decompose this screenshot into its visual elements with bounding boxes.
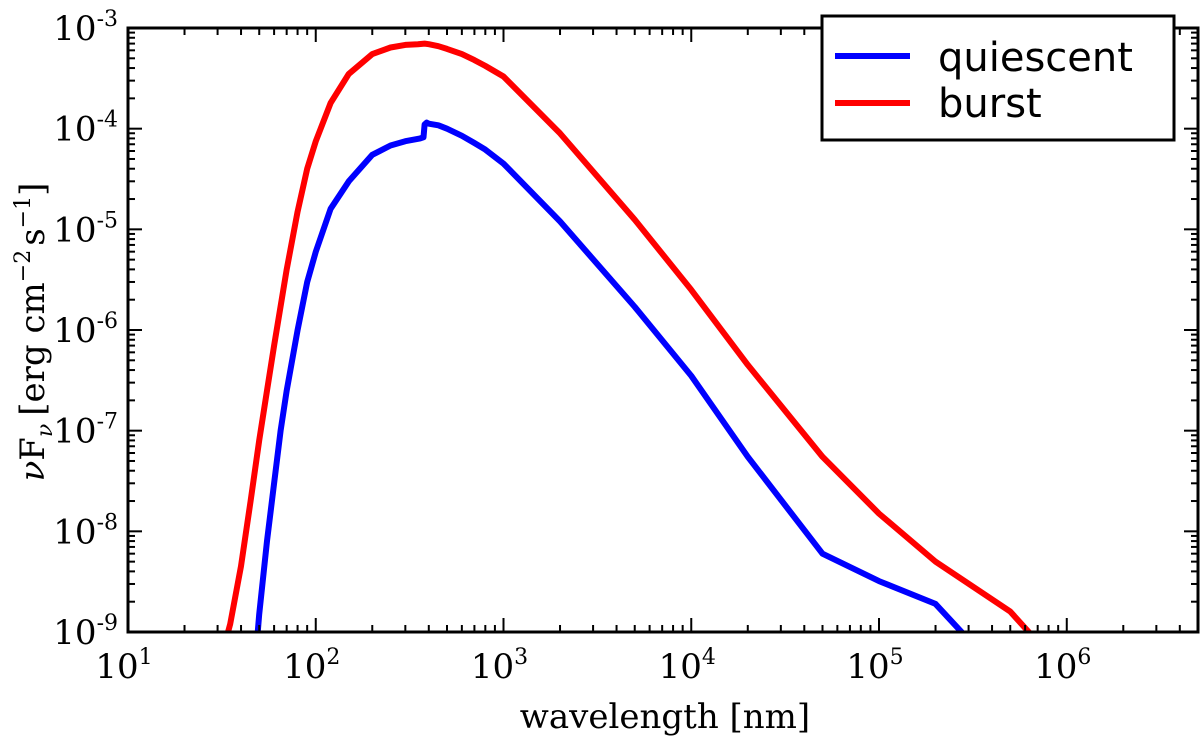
series-line-quiescent	[254, 119, 966, 632]
legend-box	[820, 14, 1176, 142]
y-axis-ticks: 10-3 10-4 10-5 10-6 10-7 10-8 10-9	[53, 7, 1198, 653]
x-tick-label: 103	[471, 645, 528, 687]
x-tick-label: 102	[283, 645, 340, 687]
y-tick-label: 10-7	[53, 410, 118, 452]
y-label-F: F	[13, 437, 53, 461]
y-label-cm-exp: −2	[11, 250, 36, 282]
y-tick-label: 10-3	[53, 7, 118, 49]
y-label-nu: ν	[13, 461, 53, 482]
y-tick-label: 10-8	[53, 510, 118, 552]
y-tick-label: 10-4	[53, 108, 118, 150]
x-tick-label: 104	[659, 645, 716, 687]
legend-label-quiescent: quiescent	[938, 35, 1133, 81]
x-tick-label: 101	[95, 645, 152, 687]
y-tick-label: 10-5	[53, 208, 118, 250]
legend-label-burst: burst	[938, 81, 1042, 127]
x-tick-label: 106	[1034, 645, 1091, 687]
x-tick-label: 105	[846, 645, 903, 687]
x-axis-label: wavelength [nm]	[520, 697, 810, 737]
y-label-s-exp: −1	[11, 196, 36, 228]
y-label-s: s	[13, 228, 53, 245]
legend: quiescent burst	[820, 14, 1176, 142]
y-label-sub: ν	[33, 424, 58, 437]
y-label-units: [erg cm	[13, 282, 53, 416]
y-label-close: ]	[13, 183, 53, 196]
y-tick-label: 10-9	[53, 611, 118, 653]
y-axis-label: νFν [erg cm−2 s−1]	[11, 183, 58, 482]
x-axis-ticks: 101 102 103 104 105 106	[95, 28, 1199, 687]
y-tick-label: 10-6	[53, 309, 118, 351]
series-line-burst	[224, 40, 1033, 632]
plot-lines	[224, 40, 1033, 632]
